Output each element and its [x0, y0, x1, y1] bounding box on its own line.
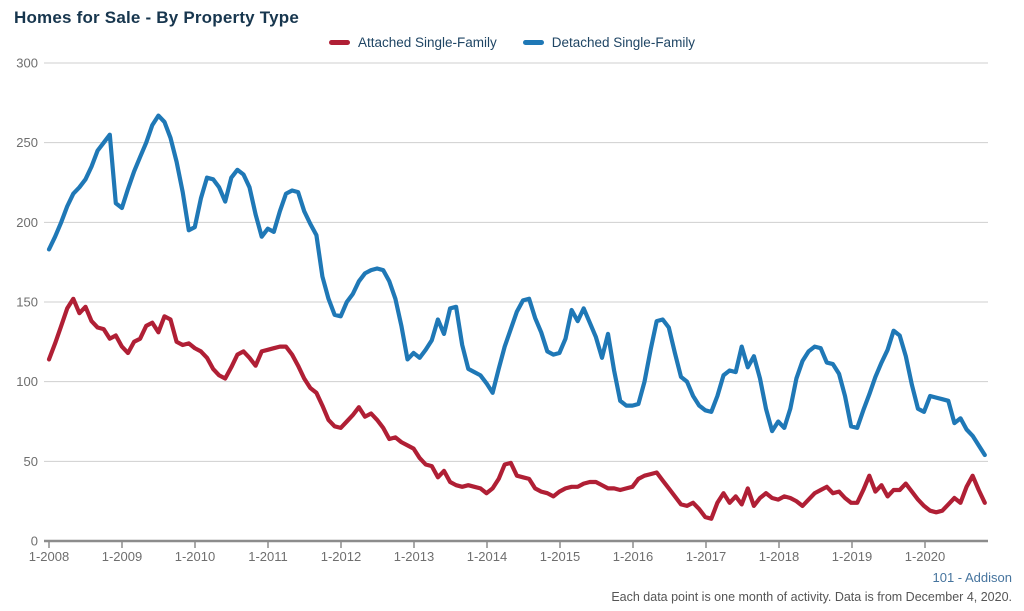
legend: Attached Single-Family Detached Single-F…	[0, 35, 1024, 50]
y-tick-label: 50	[24, 454, 38, 469]
attached-series-swatch-icon	[328, 40, 350, 45]
x-tick-label: 1-2009	[102, 549, 142, 564]
chart-footer: 101 - Addison Each data point is one mon…	[611, 569, 1012, 606]
x-tick-label: 1-2017	[686, 549, 726, 564]
x-tick-label: 1-2016	[613, 549, 653, 564]
footnote-text: Each data point is one month of activity…	[611, 589, 1012, 604]
y-tick-label: 300	[16, 56, 38, 71]
legend-label-attached: Attached Single-Family	[357, 35, 497, 50]
x-tick-label: 1-2019	[832, 549, 872, 564]
detached-series-swatch-icon	[522, 40, 544, 45]
page-title: Homes for Sale - By Property Type	[14, 8, 299, 27]
legend-label-detached: Detached Single-Family	[551, 35, 696, 50]
x-tick-label: 1-2020	[905, 549, 945, 564]
y-tick-label: 250	[16, 135, 38, 150]
legend-item-detached[interactable]: Detached Single-Family	[522, 35, 696, 50]
source-link[interactable]: 101 - Addison	[932, 570, 1012, 586]
x-tick-label: 1-2012	[321, 549, 361, 564]
x-tick-label: 1-2013	[394, 549, 434, 564]
series-line-attached[interactable]	[46, 296, 987, 521]
x-tick-label: 1-2014	[467, 549, 507, 564]
y-tick-label: 150	[16, 295, 38, 310]
legend-item-attached[interactable]: Attached Single-Family	[328, 35, 497, 50]
y-tick-label: 200	[16, 215, 38, 230]
x-tick-label: 1-2010	[175, 549, 215, 564]
y-tick-label: 0	[31, 534, 38, 549]
x-tick-label: 1-2008	[29, 549, 69, 564]
x-tick-label: 1-2011	[248, 549, 288, 564]
x-tick-label: 1-2018	[759, 549, 799, 564]
x-tick-label: 1-2015	[540, 549, 580, 564]
series-line-detached[interactable]	[46, 113, 987, 458]
y-tick-label: 100	[16, 374, 38, 389]
